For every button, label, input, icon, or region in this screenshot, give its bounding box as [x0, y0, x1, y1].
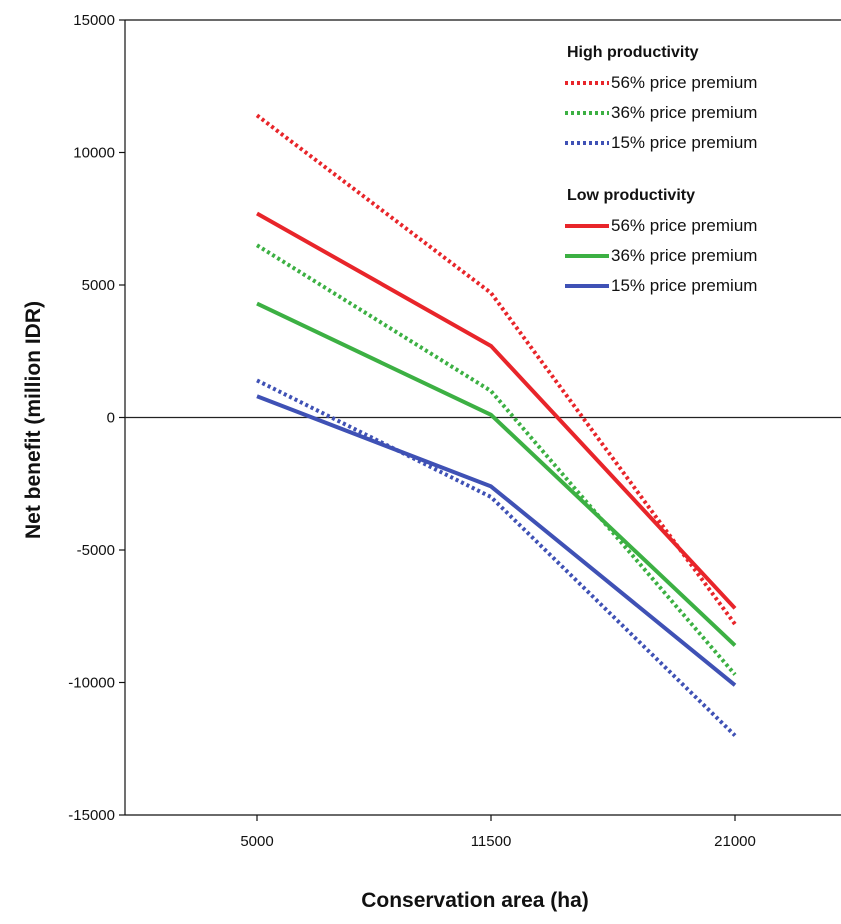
legend: High productivity 56% price premium 36% pr… — [565, 44, 757, 295]
legend-label: 15% price premium — [611, 133, 757, 152]
legend-heading: High productivity — [567, 44, 699, 61]
legend-label: 36% price premium — [611, 246, 757, 265]
low-productivity-15pct-series-line — [256, 394, 737, 687]
y-tick-label: -5000 — [77, 542, 115, 559]
legend-label: 15% price premium — [611, 276, 757, 295]
y-axis-title-group: Net benefit (million IDR) — [22, 301, 45, 539]
y-tick-label: -15000 — [68, 807, 115, 824]
series-lines — [255, 113, 737, 737]
y-axis-title: Net benefit (million IDR) — [22, 301, 45, 539]
y-tick-label: -10000 — [68, 675, 115, 692]
x-tick-label: 5000 — [240, 833, 273, 850]
y-tick-label: 15000 — [73, 12, 115, 29]
x-axis-title: Conservation area (ha) — [361, 889, 589, 912]
low-productivity-36pct-series-line — [256, 301, 737, 647]
legend-label: 56% price premium — [611, 216, 757, 235]
legend-label: 36% price premium — [611, 103, 757, 122]
x-tick-label: 21000 — [714, 833, 756, 850]
high-productivity-36pct-series-line — [255, 243, 737, 676]
high-productivity-15pct-series-line — [256, 378, 737, 737]
y-tick-label: 5000 — [82, 277, 115, 294]
legend-heading: Low productivity — [567, 187, 695, 204]
y-tick-label: 0 — [107, 410, 115, 427]
high-productivity-56pct-series-line — [255, 113, 737, 626]
low-productivity-56pct-series-line — [256, 211, 737, 610]
plot-area: 15000 10000 5000 0 -5000 -10000 -15000 5000 1150… — [68, 12, 841, 850]
y-tick-label: 10000 — [73, 145, 115, 162]
x-tick-label: 11500 — [471, 833, 512, 850]
legend-label: 56% price premium — [611, 73, 757, 92]
